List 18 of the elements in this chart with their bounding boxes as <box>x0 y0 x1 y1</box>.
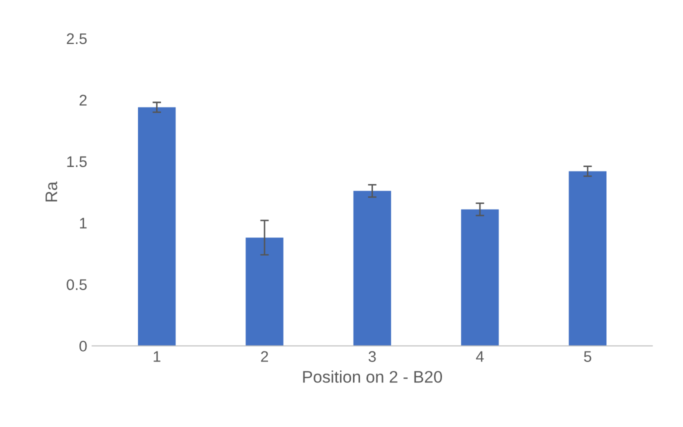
y-tick-label: 2 <box>80 94 87 106</box>
x-tick-label: 1 <box>154 351 160 362</box>
y-tick-label: 0 <box>79 340 87 352</box>
x-axis-title: Position on 2 - B20 <box>303 370 442 383</box>
x-tick-label: 4 <box>476 351 484 362</box>
y-tick-label: 2.5 <box>66 33 87 44</box>
bar <box>246 238 284 346</box>
bar <box>138 107 176 346</box>
y-axis-title: Ra <box>46 182 58 202</box>
bar <box>568 171 606 346</box>
bar <box>353 190 392 346</box>
x-tick-label: 2 <box>261 351 268 362</box>
x-tick-label: 5 <box>584 351 592 362</box>
y-tick-label: 1 <box>80 218 87 228</box>
y-tick-label: 0.5 <box>66 279 87 290</box>
bar <box>461 209 499 346</box>
y-tick-label: 1.5 <box>67 156 87 168</box>
x-tick-label: 3 <box>368 351 376 362</box>
